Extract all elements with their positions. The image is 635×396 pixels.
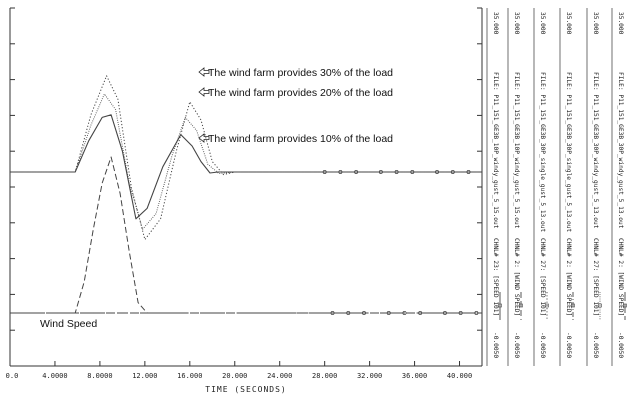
annotation-arrow-icon	[198, 67, 210, 77]
annotation-arrow-icon	[198, 133, 210, 143]
y-ticks	[10, 7, 482, 367]
legend-channel: CHNL# 27: [SPEED 101]	[592, 238, 599, 316]
series-line-1	[10, 114, 482, 220]
legend-marker-icon	[598, 303, 602, 308]
legend-file: FILE: P11_151_GE3B_30P_windy_gust_5_13.o…	[617, 72, 624, 229]
legend-channel: CHNL# 2: [WIND SPEED]	[513, 238, 520, 316]
x-tick-label: 4.0000	[42, 372, 67, 380]
legend-scale-max: 35.000	[492, 12, 499, 35]
legend-column-2: 35.000 FILE: P11_151_GE3B_10P_windy_gust_…	[507, 8, 523, 366]
series-line-2	[10, 156, 482, 314]
legend-scale-min: -0.0050	[539, 332, 546, 358]
legend-file: FILE: P11_151_GE3B_30P_single_gust_5_13.…	[539, 72, 546, 232]
series-marker-5	[466, 170, 471, 174]
series-marker-5	[354, 170, 359, 174]
legend-scale-min: -0.0050	[592, 332, 599, 358]
x-tick-label: 40.000	[447, 372, 472, 380]
legend: 35.000 FILE: P11_151_GE3B_10P_windy_gust_…	[486, 8, 627, 366]
legend-scale-max: 35.000	[592, 12, 599, 35]
series-line-5	[10, 93, 482, 230]
x-axis-label: TIME (SECONDS)	[205, 385, 286, 394]
legend-file: FILE: P11_151_GE3B_30P_windy_gust_5_13.o…	[592, 72, 599, 229]
annotations: The wind farm provides 30% of the load Th…	[40, 67, 393, 330]
x-tick-label: 20.000	[222, 372, 247, 380]
legend-file: FILE: P11_151_GE3B_10P_windy_gust_5_15.o…	[492, 72, 499, 229]
annotation-text: The wind farm provides 30% of the load	[208, 67, 393, 79]
legend-scale-min: -0.0050	[513, 332, 520, 358]
plot-frame	[9, 8, 483, 367]
legend-marker-icon	[545, 303, 549, 308]
series-marker-6	[418, 311, 423, 315]
legend-marker-icon	[571, 303, 575, 308]
x-tick-label: 8.0000	[87, 372, 112, 380]
series-marker-3	[450, 170, 455, 174]
x-tick-label: 16.000	[177, 372, 202, 380]
series-marker-6	[362, 311, 366, 315]
annotation-text: The wind farm provides 20% of the load	[208, 87, 393, 99]
legend-scale-max: 35.000	[565, 12, 572, 35]
x-tick-label: 12.000	[132, 372, 157, 380]
legend-column-6: 35.000 FILE: P11_151_GE3B_30P_windy_gust_…	[611, 8, 627, 366]
series-line-3	[10, 75, 482, 241]
x-tick-label: 28.000	[312, 372, 337, 380]
legend-channel: CHNL# 23: [SPEED 101]	[492, 238, 499, 316]
legend-file: FILE: P11_151_GE3B_30P_single_gust_5_13.…	[565, 72, 572, 232]
legend-marker-icon	[498, 303, 502, 308]
annotation-1: The wind farm provides 30% of the load	[198, 67, 393, 79]
legend-scale-min: -0.0050	[617, 332, 624, 358]
legend-column-5: 35.000 FILE: P11_151_GE3B_30P_windy_gust_…	[586, 8, 602, 366]
legend-marker-icon	[519, 303, 523, 308]
legend-scale-min: -0.0050	[565, 332, 572, 358]
legend-channel: CHNL# 2: [WIND SPEED]	[565, 238, 572, 316]
legend-scale-max: 35.000	[513, 12, 520, 35]
legend-scale-max: 35.000	[539, 12, 546, 35]
annotation-3: The wind farm provides 10% of the load	[198, 133, 393, 145]
legend-column-3: 35.000 FILE: P11_151_GE3B_30P_single_gust…	[533, 8, 549, 366]
series-layer	[10, 75, 482, 315]
legend-column-4: 35.000 FILE: P11_151_GE3B_30P_single_gust…	[559, 8, 575, 366]
x-tick-label: 24.000	[267, 372, 292, 380]
legend-channel: CHNL# 27: [SPEED 101]	[539, 238, 546, 316]
legend-channel: CHNL# 2: [WIND SPEED]	[617, 238, 624, 316]
legend-scale-max: 35.000	[617, 12, 624, 35]
series-marker-6	[474, 311, 479, 315]
series-marker-5	[410, 170, 415, 174]
x-ticks: 0.0 4.0000 8.0000 12.000 16.000 20.000 24.000 2…	[6, 361, 472, 380]
legend-scale-min: -0.0050	[492, 332, 499, 358]
annotation-2: The wind farm provides 20% of the load	[198, 87, 393, 99]
annotation-text: The wind farm provides 10% of the load	[208, 133, 393, 145]
x-tick-label: 0.0	[6, 372, 19, 380]
wind-speed-label: Wind Speed	[40, 318, 97, 330]
legend-marker-icon	[623, 303, 627, 308]
annotation-arrow-icon	[198, 87, 210, 97]
legend-column-1: 35.000 FILE: P11_151_GE3B_10P_windy_gust_…	[486, 8, 502, 366]
x-tick-label: 32.000	[357, 372, 382, 380]
x-tick-label: 36.000	[402, 372, 427, 380]
legend-file: FILE: P11_151_GE3B_10P_windy_gust_5_15.o…	[513, 72, 520, 229]
